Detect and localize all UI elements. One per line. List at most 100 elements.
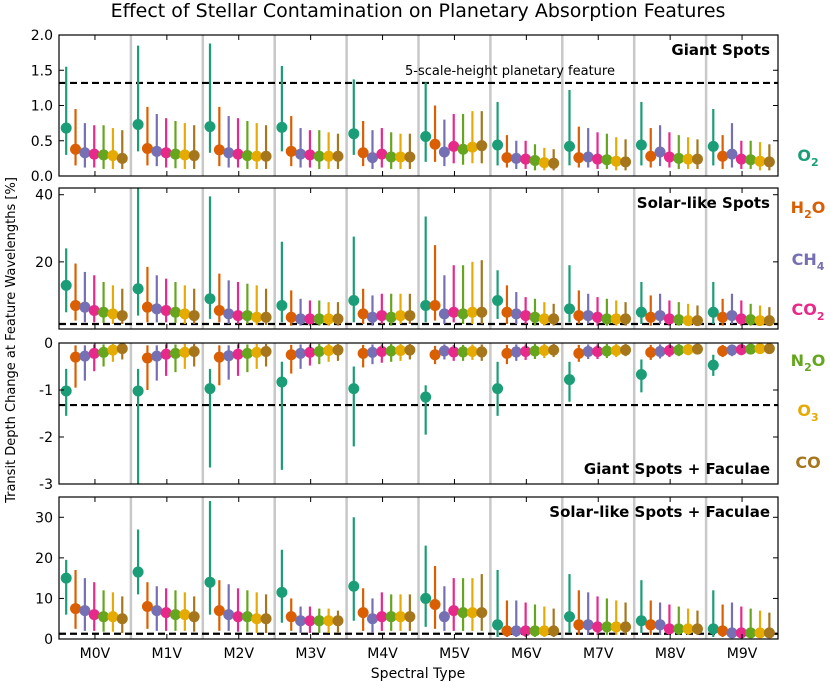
point-o3-m8v — [682, 344, 694, 356]
point-co-m7v — [620, 344, 632, 356]
x-tick-label-m5v: M5V — [439, 646, 470, 662]
point-o3-m7v — [610, 345, 622, 357]
point-o2-m6v — [492, 383, 504, 395]
point-co-m1v — [188, 345, 200, 357]
point-o2-m8v — [635, 368, 647, 380]
point-ch4-m4v — [366, 346, 378, 358]
point-co2-m3v — [304, 149, 316, 161]
point-o2-m7v — [563, 374, 575, 386]
point-o2-m6v — [492, 294, 504, 306]
point-n2o-m7v — [601, 313, 613, 325]
point-co-m8v — [691, 315, 703, 327]
panel-data — [60, 188, 775, 327]
legend-n2o: N2O — [791, 351, 826, 374]
point-ch4-m8v — [654, 619, 666, 631]
point-n2o-m4v — [385, 345, 397, 357]
point-co-m9v — [763, 627, 775, 639]
point-co2-m2v — [232, 310, 244, 322]
point-h2o-m7v — [573, 152, 585, 164]
point-ch4-m4v — [366, 311, 378, 323]
point-co2-m9v — [735, 313, 747, 325]
point-n2o-m5v — [457, 607, 469, 619]
point-n2o-m9v — [745, 343, 757, 355]
point-co2-m8v — [663, 151, 675, 163]
point-o3-m0v — [107, 344, 119, 356]
panel-2: 20 40 Solar-like Spots — [35, 187, 779, 330]
legend-o3: O3 — [797, 401, 818, 424]
point-h2o-m0v — [70, 603, 82, 615]
panel-title: Solar-like Spots + Faculae — [549, 503, 770, 521]
point-ch4-m0v — [79, 301, 91, 313]
x-tick-label-m0v: M0V — [80, 646, 111, 662]
point-n2o-m6v — [529, 345, 541, 357]
point-ch4-m1v — [151, 145, 163, 157]
point-ch4-m3v — [295, 347, 307, 359]
point-o3-m9v — [754, 315, 766, 327]
point-o2-m0v — [60, 122, 72, 134]
point-co2-m6v — [520, 310, 532, 322]
point-n2o-m6v — [529, 311, 541, 323]
point-co2-m2v — [232, 348, 244, 360]
point-o3-m7v — [610, 621, 622, 633]
legend-co2: CO2 — [792, 300, 825, 323]
point-ch4-m9v — [726, 310, 738, 322]
x-tick-label-m8v: M8V — [655, 646, 686, 662]
point-o2-m1v — [132, 119, 144, 131]
point-ch4-m9v — [726, 344, 738, 356]
point-co2-m4v — [376, 345, 388, 357]
x-tick-label-m7v: M7V — [583, 646, 614, 662]
y-tick-label: -2 — [39, 430, 53, 446]
point-co2-m5v — [448, 605, 460, 617]
point-ch4-m0v — [79, 350, 91, 362]
y-tick-label: 1.5 — [31, 63, 53, 79]
point-o3-m2v — [251, 613, 263, 625]
point-n2o-m2v — [241, 310, 253, 322]
point-h2o-m5v — [429, 599, 441, 611]
point-co-m7v — [620, 156, 632, 168]
point-o3-m0v — [107, 150, 119, 162]
y-tick-label: -1 — [39, 383, 53, 399]
point-ch4-m3v — [295, 313, 307, 325]
y-tick-label: 40 — [35, 188, 53, 204]
point-h2o-m0v — [70, 351, 82, 363]
point-co2-m4v — [376, 611, 388, 623]
y-tick-label: 1.0 — [31, 99, 53, 115]
point-co-m0v — [116, 152, 128, 164]
panel-title: Giant Spots — [671, 41, 770, 59]
point-h2o-m2v — [213, 351, 225, 363]
x-tick-label-m6v: M6V — [511, 646, 542, 662]
point-co-m4v — [404, 344, 416, 356]
point-o3-m1v — [179, 149, 191, 161]
point-h2o-m9v — [717, 150, 729, 162]
point-h2o-m3v — [285, 311, 297, 323]
point-co-m8v — [691, 623, 703, 635]
point-n2o-m3v — [313, 150, 325, 162]
point-o2-m0v — [60, 385, 72, 397]
point-o3-m6v — [538, 345, 550, 357]
point-h2o-m5v — [429, 138, 441, 150]
point-n2o-m1v — [169, 347, 181, 359]
point-h2o-m3v — [285, 611, 297, 623]
point-n2o-m8v — [673, 623, 685, 635]
point-co2-m8v — [663, 345, 675, 357]
x-tick-label-m4v: M4V — [367, 646, 398, 662]
point-h2o-m1v — [141, 301, 153, 313]
legend-h2o: H2O — [791, 198, 826, 221]
y-tick-label: 0.5 — [31, 134, 53, 150]
point-co-m6v — [548, 313, 560, 325]
point-ch4-m4v — [366, 152, 378, 164]
point-h2o-m6v — [501, 625, 513, 637]
panel-data — [60, 343, 775, 484]
point-ch4-m0v — [79, 605, 91, 617]
point-h2o-m7v — [573, 619, 585, 631]
y-tick-label: 0 — [44, 632, 53, 648]
point-o3-m7v — [610, 313, 622, 325]
panel-title: Solar-like Spots — [637, 194, 770, 212]
point-ch4-m8v — [654, 310, 666, 322]
point-n2o-m4v — [385, 311, 397, 323]
point-o2-m9v — [707, 359, 719, 371]
point-o3-m8v — [682, 153, 694, 165]
panel-3: -3 -2 -1 0 Giant Spots + Faculae — [39, 336, 779, 493]
y-tick-label: 20 — [35, 255, 53, 271]
point-o2-m7v — [563, 140, 575, 152]
